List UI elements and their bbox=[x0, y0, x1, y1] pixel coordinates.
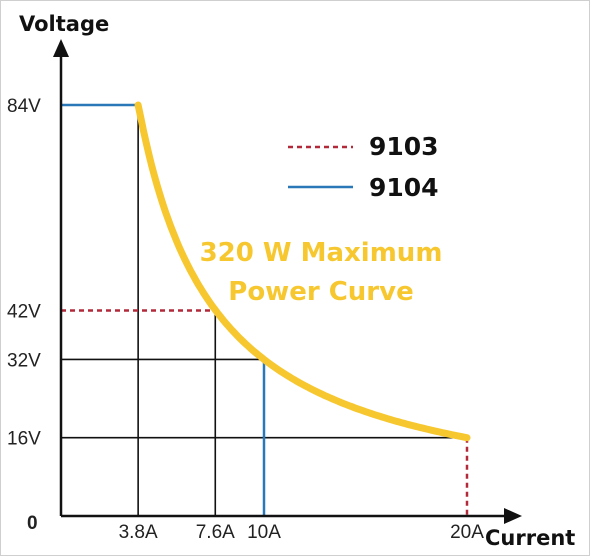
y-tick-16V: 16V bbox=[7, 429, 41, 450]
origin-label: 0 bbox=[27, 513, 38, 534]
x-tick-20A: 20A bbox=[450, 522, 484, 543]
y-axis-arrow bbox=[53, 39, 69, 57]
axes bbox=[53, 39, 522, 524]
y-tick-84V: 84V bbox=[7, 96, 41, 117]
max-power-curve bbox=[134, 101, 471, 442]
x-tick-7.6A: 7.6A bbox=[196, 522, 235, 543]
series-lines bbox=[61, 103, 469, 516]
annotation-line-2: Power Curve bbox=[228, 277, 413, 307]
x-axis-arrow bbox=[504, 508, 522, 524]
x-tick-10A: 10A bbox=[247, 522, 281, 543]
y-tick-42V: 42V bbox=[7, 302, 41, 323]
annotation-line-1: 320 W Maximum bbox=[200, 238, 443, 268]
legend-label-9104: 9104 bbox=[369, 173, 439, 202]
curve-annotation: 320 W Maximum Power Curve bbox=[200, 238, 443, 307]
x-tick-3.8A: 3.8A bbox=[119, 522, 158, 543]
y-tick-32V: 32V bbox=[7, 350, 41, 371]
x-axis-label: Current bbox=[485, 526, 575, 550]
tick-labels: 84V 42V 32V 16V 3.8A 7.6A 10A 20A bbox=[7, 96, 484, 543]
y-axis-label: Voltage bbox=[19, 12, 109, 36]
legend-label-9103: 9103 bbox=[369, 132, 439, 161]
legend: 9103 9104 bbox=[288, 132, 439, 202]
